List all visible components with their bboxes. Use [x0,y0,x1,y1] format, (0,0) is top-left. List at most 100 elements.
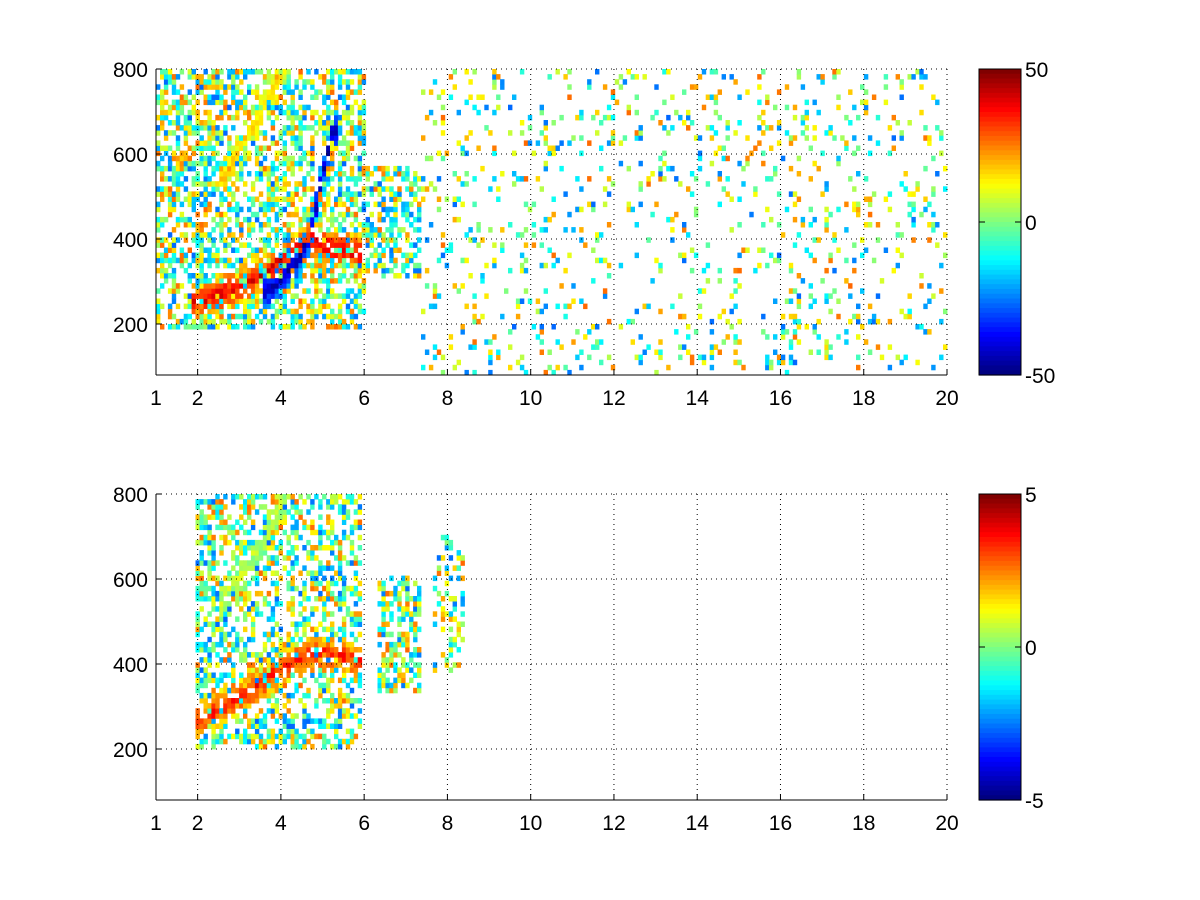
heatmap-cell [330,677,335,684]
heatmap-cell [401,211,406,218]
heatmap-cell [247,308,252,315]
heatmap-cell [871,257,877,264]
heatmap-cell [468,79,473,85]
heatmap-cell [310,79,315,85]
heatmap-cell [745,89,750,95]
heatmap-cell [618,74,624,80]
heatmap-cell [389,687,394,694]
heatmap-cell [278,601,283,607]
heatmap-cell [409,191,414,197]
heatmap-cell [310,303,315,310]
heatmap-cell [290,99,295,106]
heatmap-cell [776,359,782,366]
heatmap-cell [179,150,185,157]
heatmap-cell [721,339,726,345]
heatmap-cell [899,135,904,141]
heatmap-cell [278,575,283,582]
heatmap-cell [254,298,260,304]
heatmap-cell [302,232,307,238]
heatmap-cell [207,201,212,208]
colorbar-swatch [979,293,1021,300]
heatmap-cell [393,590,398,597]
heatmap-cell [543,135,548,141]
x-tick-label: 20 [935,812,958,835]
heatmap-cell [757,247,762,253]
heatmap-cell [179,171,185,177]
heatmap-cell [686,186,691,192]
heatmap-cell [381,237,386,243]
heatmap-cell [243,708,248,714]
heatmap-cell [219,728,224,735]
heatmap-cell [543,140,548,146]
heatmap-cell [436,94,442,100]
heatmap-cell [250,196,256,202]
heatmap-cell [943,308,948,315]
heatmap-cell [816,349,821,355]
heatmap-cell [219,606,224,612]
heatmap-cell [215,606,220,612]
heatmap-cell [215,708,220,714]
heatmap-cell [215,313,220,320]
heatmap-cell [519,267,525,274]
heatmap-cell [243,733,248,740]
heatmap-cell [646,237,651,243]
heatmap-cell [266,601,272,607]
heatmap-cell [650,278,655,284]
heatmap-cell [266,509,272,515]
heatmap-cell [341,677,347,684]
heatmap-cell [254,252,260,259]
heatmap-cell [274,524,280,531]
heatmap-cell [492,84,497,90]
heatmap-cell [290,160,295,167]
heatmap-cell [175,216,181,223]
heatmap-cell [278,278,283,284]
heatmap-cell [401,662,406,668]
heatmap-cell [215,723,220,729]
heatmap-cell [290,125,295,131]
heatmap-cell [250,545,256,551]
heatmap-cell [266,303,272,310]
heatmap-cell [175,237,181,243]
heatmap-cell [349,733,355,740]
heatmap-cell [670,165,675,172]
heatmap-cell [282,723,287,729]
heatmap-cell [559,140,564,146]
heatmap-cell [195,682,200,689]
heatmap-cell [167,74,173,80]
heatmap-cell [298,104,303,111]
heatmap-cell [203,140,208,146]
heatmap-cell [472,293,477,299]
heatmap-cell [247,529,252,536]
heatmap-cell [341,631,347,638]
heatmap-cell [247,514,252,520]
heatmap-cell [539,308,544,315]
heatmap-cell [531,150,537,157]
heatmap-cell [247,565,252,571]
heatmap-cell [239,738,244,745]
heatmap-cell [373,262,378,269]
heatmap-cell [199,89,204,95]
heatmap-cell [183,318,189,325]
heatmap-cell [270,687,276,694]
heatmap-cell [215,626,220,633]
heatmap-cell [215,288,220,294]
heatmap-cell [567,94,572,100]
heatmap-cell [278,104,283,111]
heatmap-cell [219,641,224,648]
heatmap-cell [203,125,208,131]
heatmap-cell [456,176,461,182]
heatmap-cell [389,186,394,192]
heatmap-cell [302,596,307,602]
heatmap-cell [294,585,299,592]
heatmap-cell [409,252,414,259]
heatmap-cell [769,145,774,151]
heatmap-cell [440,252,446,259]
heatmap-cell [678,181,683,187]
heatmap-cell [163,273,169,279]
heatmap-cell [235,580,240,587]
heatmap-cell [250,723,256,729]
heatmap-cell [215,324,220,330]
heatmap-cell [812,298,817,304]
heatmap-cell [294,662,299,668]
heatmap-cell [250,626,256,633]
